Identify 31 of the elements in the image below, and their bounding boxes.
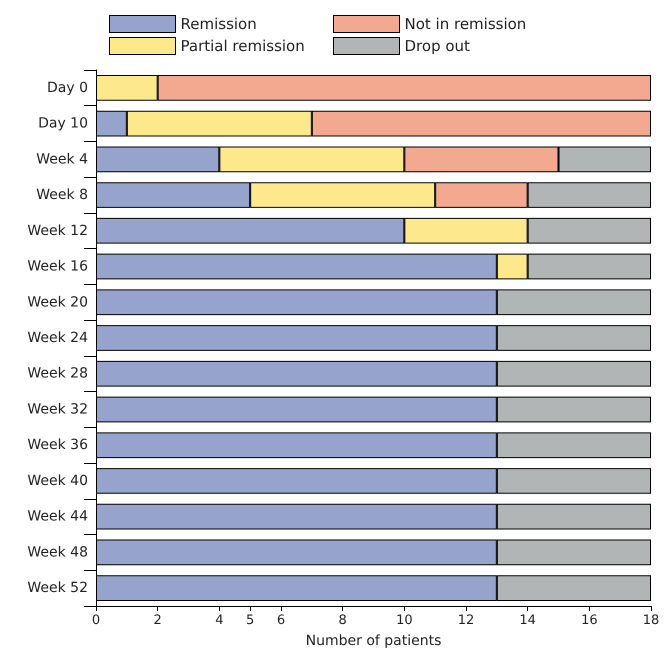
y-tick-label: Week 16	[27, 258, 88, 275]
y-tick-label: Day 0	[46, 80, 88, 96]
y-tick-label: Week 4	[36, 151, 88, 168]
y-tick-label: Week 28	[27, 366, 88, 382]
x-tick-label: 10	[396, 613, 413, 628]
legend-label: Not in remission	[404, 15, 526, 33]
y-tick-label: Week 44	[27, 508, 88, 525]
legend-label: Remission	[180, 15, 257, 33]
x-tick-label: 18	[642, 613, 660, 628]
legend-label: Partial remission	[180, 37, 305, 55]
x-tick-label: 14	[519, 613, 536, 628]
x-tick-label: 8	[338, 613, 347, 628]
x-tick-label: 0	[92, 613, 100, 628]
y-tick-label: Week 40	[27, 472, 88, 489]
y-tick-label: Week 32	[27, 401, 88, 418]
x-tick-label: 6	[276, 613, 286, 628]
y-tick-label: Week 12	[27, 222, 88, 239]
y-tick-label: Week 52	[27, 580, 88, 596]
y-tick-label: Day 10	[38, 116, 88, 132]
y-tick-label: Week 20	[27, 294, 88, 310]
x-tick-label: 2	[154, 613, 162, 628]
x-tick-label: 4	[215, 613, 224, 628]
y-tick-label: Week 8	[36, 187, 88, 204]
legend-label: Drop out	[404, 37, 470, 55]
y-tick-label: Week 24	[27, 330, 88, 346]
y-tick-label: Week 36	[27, 437, 88, 454]
x-axis-title: Number of patients	[306, 633, 442, 649]
x-tick-label: 16	[581, 613, 598, 628]
x-tick-label: 5	[246, 613, 254, 628]
x-tick-label: 12	[458, 613, 474, 628]
y-tick-label: Week 48	[27, 544, 88, 560]
